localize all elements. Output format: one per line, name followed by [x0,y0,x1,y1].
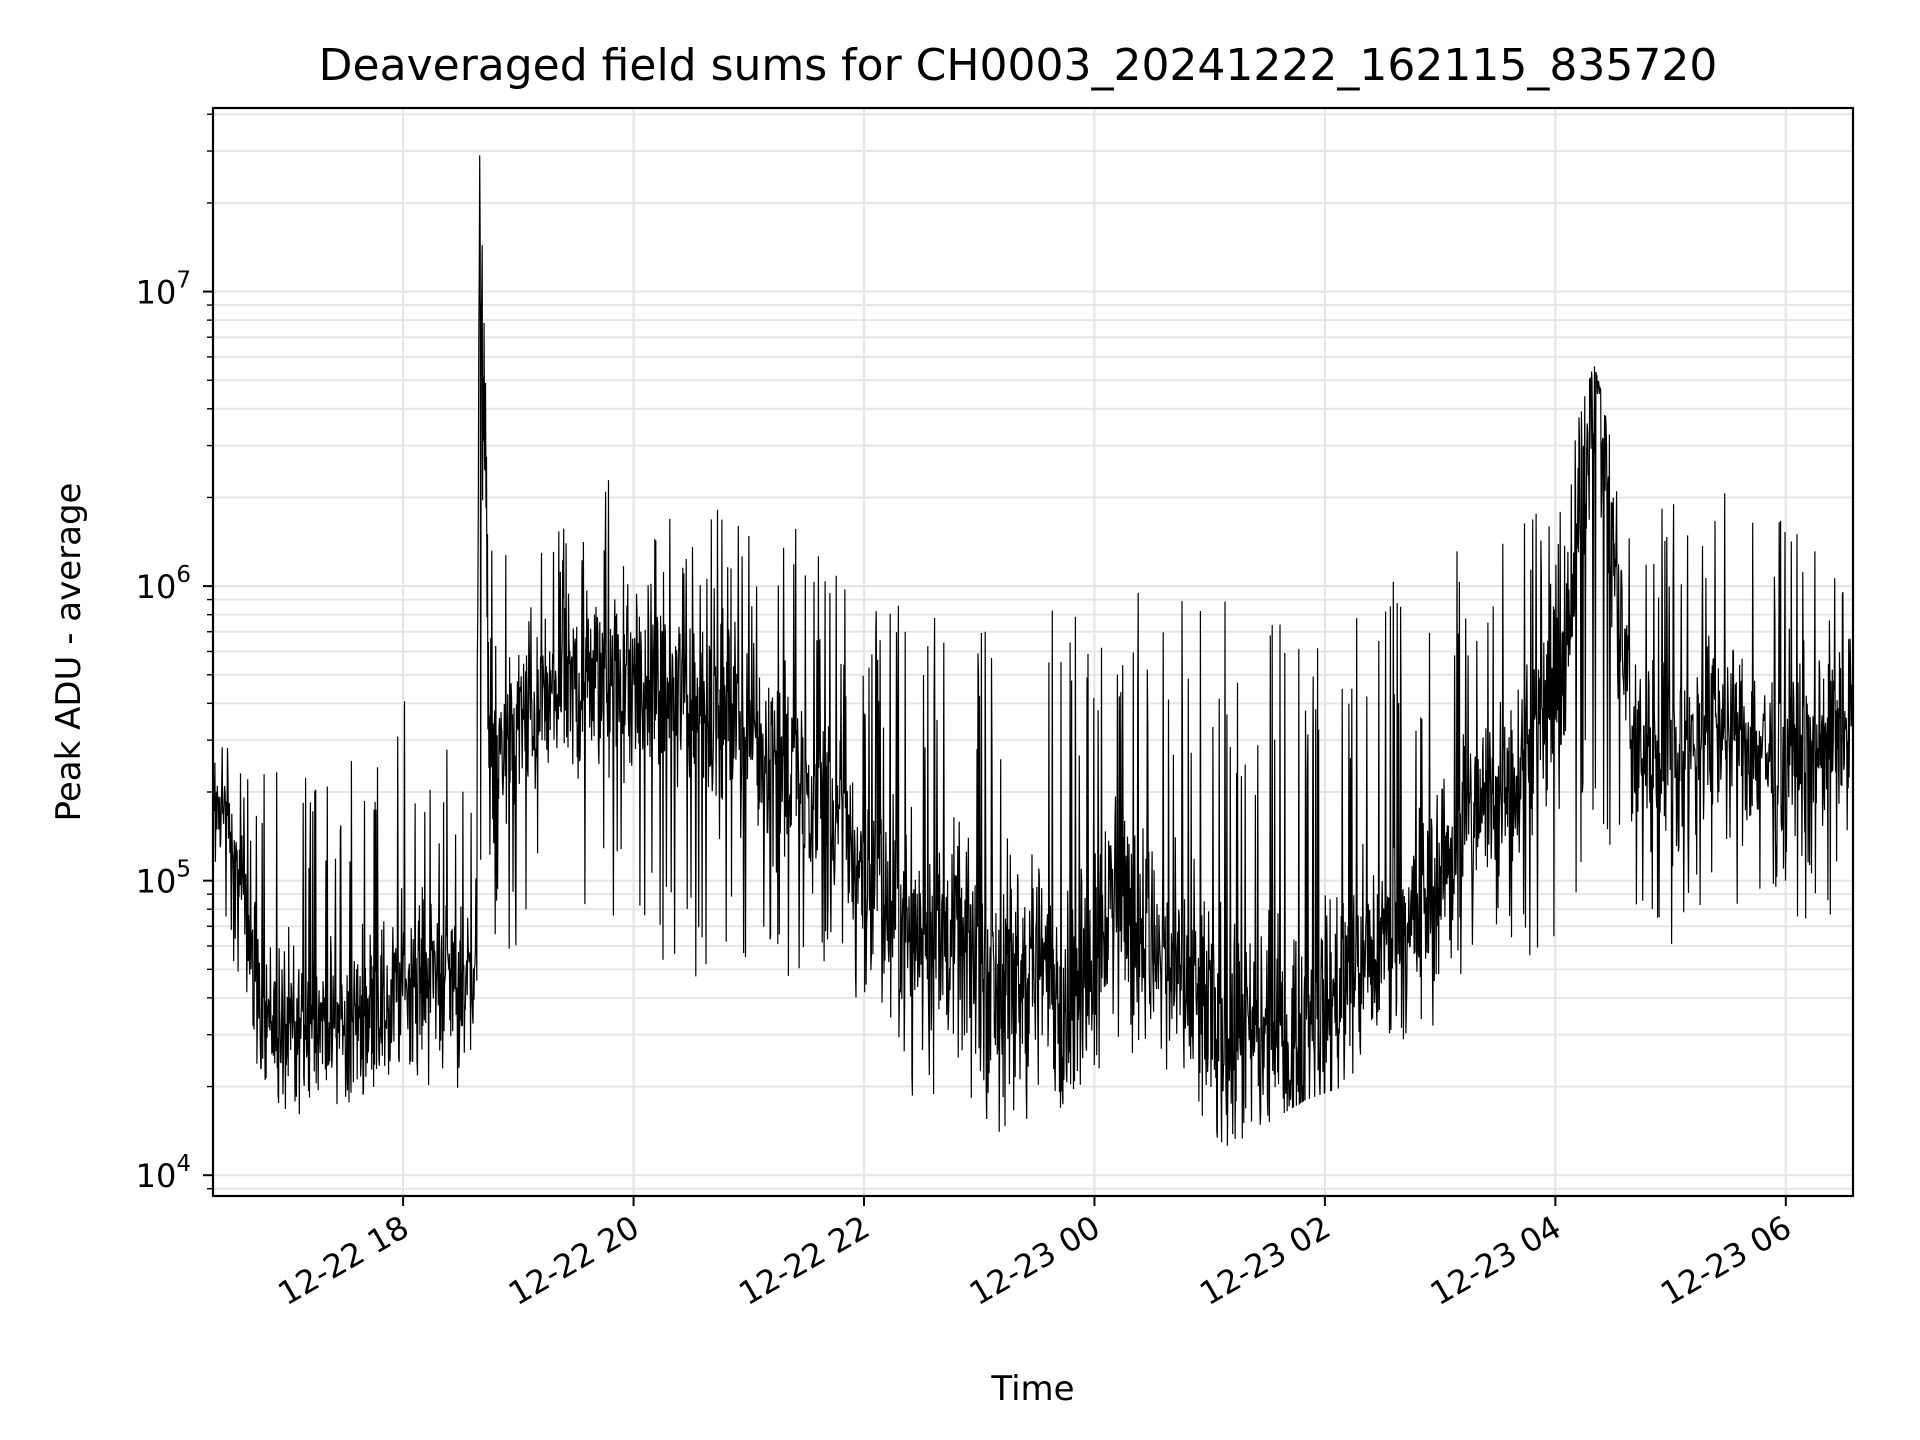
data-series [212,155,1854,1146]
gridlines [213,108,1853,1196]
y-tick-label: 105 [136,857,191,901]
y-tick-label: 104 [136,1151,191,1195]
y-axis-title: Peak ADU - average [49,483,89,822]
series-line [212,155,1854,1146]
y-tick-label: 107 [136,268,191,312]
x-axis-title: Time [990,1369,1074,1409]
y-tick-label: 106 [136,562,191,606]
chart-title: Deaveraged field sums for CH0003_2024122… [319,40,1718,91]
